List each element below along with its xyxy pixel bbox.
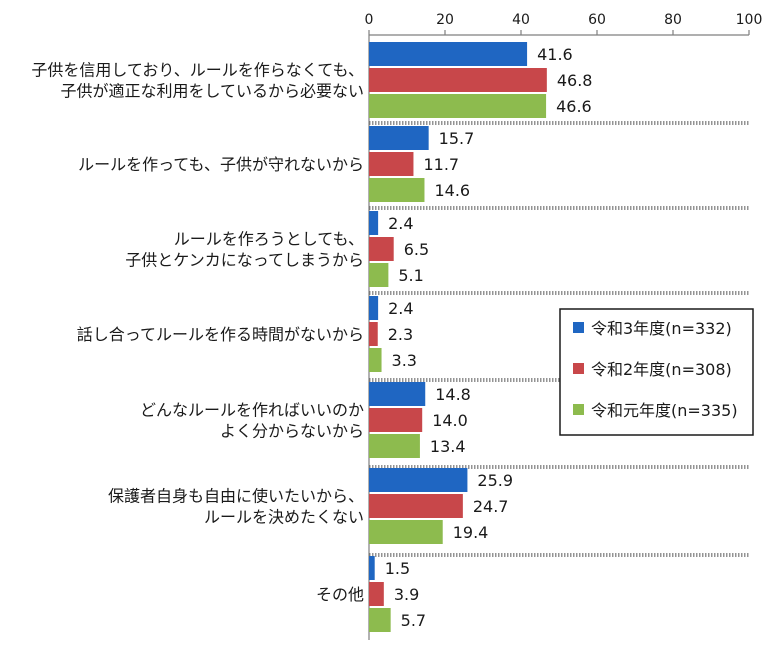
bar	[369, 296, 379, 320]
bar	[369, 520, 443, 544]
x-tick-label: 60	[588, 12, 606, 28]
legend-swatch	[573, 363, 584, 374]
bar	[369, 178, 425, 202]
data-label: 5.1	[398, 266, 423, 285]
data-label: 13.4	[430, 437, 466, 456]
category-label: ルールを作っても、子供が守れないから	[78, 155, 364, 174]
x-tick-label: 20	[436, 12, 454, 28]
data-label: 41.6	[537, 45, 573, 64]
bar	[369, 608, 391, 632]
category-label: 保護者自身も自由に使いたいから、	[108, 487, 364, 506]
x-tick-label: 0	[365, 12, 374, 28]
bar	[369, 237, 394, 261]
bar	[369, 434, 420, 458]
bar	[369, 263, 389, 287]
bar	[369, 322, 378, 346]
bars-group	[369, 42, 547, 632]
category-label: 子供を信用しており、ルールを作らなくても、	[31, 61, 364, 80]
data-label: 14.8	[435, 385, 471, 404]
bar	[369, 582, 384, 606]
x-tick-label: 100	[736, 12, 763, 28]
data-label: 11.7	[423, 155, 459, 174]
data-label: 24.7	[473, 497, 509, 516]
legend-label: 令和3年度(n=332)	[591, 319, 732, 338]
category-label: 話し合ってルールを作る時間がないから	[77, 325, 364, 344]
data-label: 3.9	[394, 585, 419, 604]
data-label: 14.0	[432, 411, 468, 430]
category-label: ルールを決めたくない	[204, 508, 364, 527]
bar	[369, 408, 423, 432]
bar	[369, 94, 547, 118]
bar	[369, 211, 379, 235]
bar	[369, 42, 528, 66]
data-label: 1.5	[385, 559, 410, 578]
category-label: よく分からないから	[220, 422, 364, 441]
data-label: 2.3	[388, 325, 413, 344]
category-label: 子供が適正な利用をしているから必要ない	[60, 82, 364, 101]
data-label: 6.5	[404, 240, 429, 259]
legend: 令和3年度(n=332) 令和2年度(n=308) 令和元年度(n=335)	[559, 308, 754, 436]
bar	[369, 382, 426, 406]
bar	[369, 68, 547, 92]
bar	[369, 348, 382, 372]
bar	[369, 468, 468, 492]
data-label: 2.4	[388, 299, 413, 318]
bar	[369, 494, 463, 518]
category-label: その他	[316, 585, 364, 604]
category-label: どんなルールを作ればいいのか	[140, 401, 364, 420]
legend-label: 令和2年度(n=308)	[591, 360, 732, 379]
category-labels: 子供を信用しており、ルールを作らなくても、子供が適正な利用をしているから必要ない…	[31, 61, 364, 605]
data-label: 5.7	[401, 611, 426, 630]
legend-swatch	[573, 322, 584, 333]
category-label: 子供とケンカになってしまうから	[125, 251, 364, 270]
legend-swatch	[573, 404, 584, 415]
bar	[369, 556, 375, 580]
legend-box	[559, 308, 754, 436]
bar	[369, 152, 414, 176]
data-label: 2.4	[388, 214, 413, 233]
data-label: 25.9	[477, 471, 513, 490]
data-label: 14.6	[434, 181, 470, 200]
legend-label: 令和元年度(n=335)	[591, 401, 738, 420]
bar	[369, 126, 429, 150]
data-label: 46.6	[556, 97, 592, 116]
x-tick-label: 40	[512, 12, 530, 28]
category-label: ルールを作ろうとしても、	[174, 230, 364, 249]
data-label: 46.8	[557, 71, 593, 90]
data-label: 19.4	[453, 523, 489, 542]
value-labels: 41.6 46.8 46.6 15.7 11.7 14.6 2.4 6.5 5.1 2.4 2.3 3…	[385, 45, 593, 630]
x-tick-label: 80	[664, 12, 682, 28]
data-label: 15.7	[439, 129, 475, 148]
data-label: 3.3	[392, 351, 417, 370]
